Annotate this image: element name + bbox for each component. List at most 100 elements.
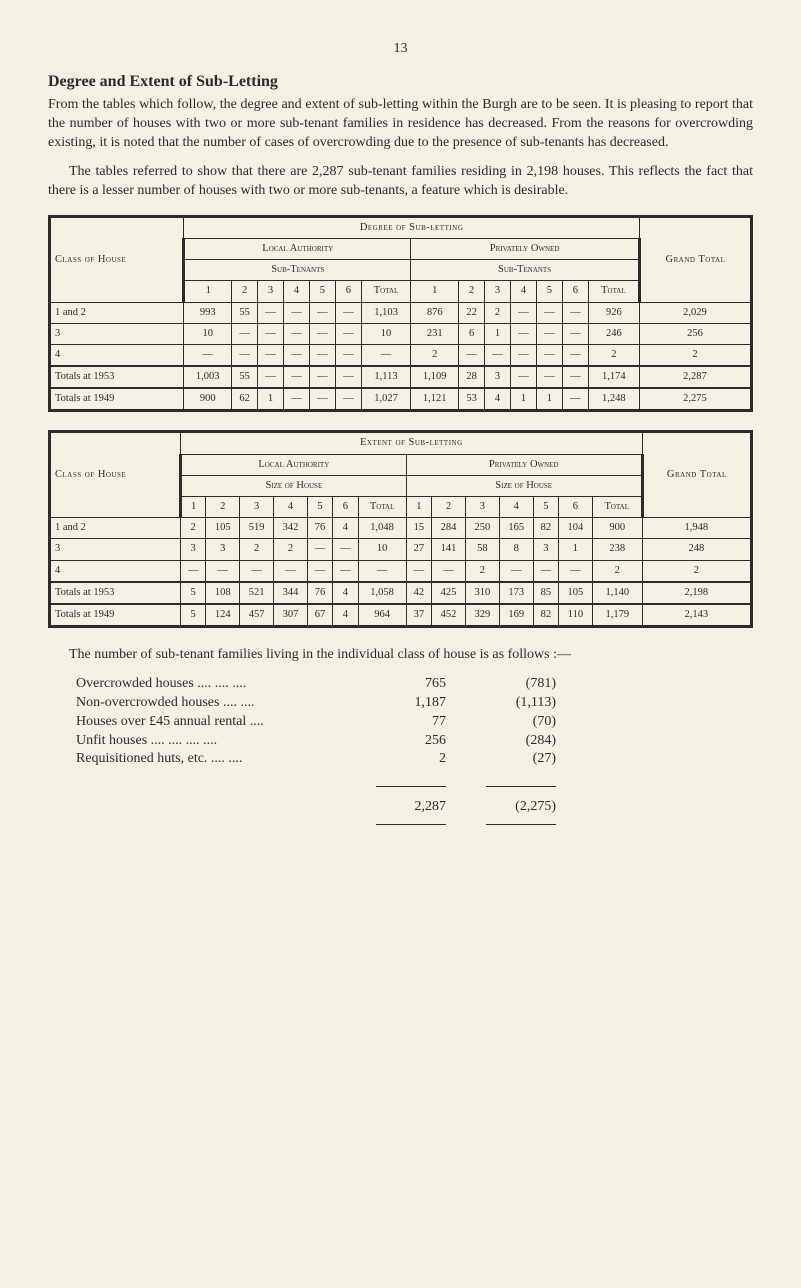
row-label: Totals at 1949 [50, 604, 181, 627]
row-label: 4 [50, 560, 181, 582]
cell: 4 [485, 388, 511, 411]
cell: — [562, 388, 588, 411]
cell: 246 [588, 323, 639, 344]
cell: 964 [358, 604, 406, 627]
col-head: 2 [232, 281, 258, 302]
table-row: 1 and 299355————1,103876222———9262,029 [50, 302, 752, 323]
cell: 900 [592, 518, 642, 539]
table-row: 33322——102714158831238248 [50, 539, 752, 560]
row-label: Totals at 1953 [50, 366, 184, 388]
cell: — [536, 302, 562, 323]
col-head: 2 [206, 497, 240, 518]
cell: — [562, 302, 588, 323]
table-row: Totals at 19531,00355————1,1131,109283——… [50, 366, 752, 388]
summary-total-v2: (2,275) [466, 798, 556, 817]
summary-value-current: 77 [356, 713, 466, 732]
cell: 6 [459, 323, 485, 344]
cell: 2 [588, 344, 639, 366]
cell: — [232, 344, 258, 366]
cell: 1,121 [411, 388, 459, 411]
col-head: 1 [180, 497, 205, 518]
cell: — [562, 366, 588, 388]
cell: 2 [592, 560, 642, 582]
cell: 8 [499, 539, 533, 560]
cell: 1,109 [411, 366, 459, 388]
cell: 37 [406, 604, 431, 627]
t2-rowhead: Class of House [50, 432, 181, 518]
cell: — [485, 344, 511, 366]
t2-grandtotal-head: Grand Total [642, 432, 751, 518]
t1-grandtotal-head: Grand Total [639, 216, 751, 302]
cell: 2 [411, 344, 459, 366]
table-degree-subletting: Class of House Degree of Sub-letting Gra… [48, 215, 753, 413]
table-row: 310—————1023161———246256 [50, 323, 752, 344]
paragraph-1-text: From the tables which follow, the degree… [48, 97, 753, 150]
table-row: 4—————————2———22 [50, 560, 752, 582]
cell: 2,029 [639, 302, 751, 323]
summary-intro: The number of sub-tenant families living… [48, 646, 753, 665]
cell: — [562, 323, 588, 344]
col-head: 4 [274, 497, 308, 518]
col-head: 6 [562, 281, 588, 302]
col-head: 4 [284, 281, 310, 302]
cell: 250 [465, 518, 499, 539]
cell: 1,103 [361, 302, 410, 323]
row-label: 4 [50, 344, 184, 366]
summary-label: Non-overcrowded houses .... .... [76, 694, 356, 713]
cell: 55 [232, 302, 258, 323]
cell: 108 [206, 582, 240, 604]
cell: 4 [333, 604, 358, 627]
cell: 238 [592, 539, 642, 560]
summary-value-current: 765 [356, 675, 466, 694]
col-head: Total [588, 281, 639, 302]
cell: 67 [307, 604, 332, 627]
cell: 1,058 [358, 582, 406, 604]
summary-row: Unfit houses .... .... .... ....256(284) [76, 732, 753, 751]
cell: — [335, 344, 361, 366]
row-label: Totals at 1953 [50, 582, 181, 604]
table-row: 1 and 221055193427641,048152842501658210… [50, 518, 752, 539]
cell: 1,003 [184, 366, 232, 388]
cell: — [511, 344, 537, 366]
cell: — [240, 560, 274, 582]
cell: — [361, 344, 410, 366]
cell: 457 [240, 604, 274, 627]
cell: 124 [206, 604, 240, 627]
col-head: 4 [511, 281, 537, 302]
summary-value-prev: (27) [466, 750, 556, 769]
cell: — [284, 388, 310, 411]
cell: — [180, 560, 205, 582]
cell: 4 [333, 518, 358, 539]
cell: 3 [180, 539, 205, 560]
cell: 165 [499, 518, 533, 539]
cell: — [432, 560, 466, 582]
summary-value-current: 2 [356, 750, 466, 769]
summary-row: Non-overcrowded houses .... ....1,187(1,… [76, 694, 753, 713]
cell: — [284, 302, 310, 323]
cell: 82 [533, 604, 558, 627]
cell: — [258, 344, 284, 366]
cell: 5 [180, 604, 205, 627]
cell: 82 [533, 518, 558, 539]
cell: 2 [465, 560, 499, 582]
cell: 1,113 [361, 366, 410, 388]
summary-label: Overcrowded houses .... .... .... [76, 675, 356, 694]
cell: 2 [485, 302, 511, 323]
col-head: 2 [432, 497, 466, 518]
cell: 4 [333, 582, 358, 604]
col-head: 3 [465, 497, 499, 518]
cell: 76 [307, 518, 332, 539]
summary-value-prev: (1,113) [466, 694, 556, 713]
summary-value-prev: (70) [466, 713, 556, 732]
summary-row: Houses over £45 annual rental ....77(70) [76, 713, 753, 732]
col-head: 5 [309, 281, 335, 302]
cell: 1 [258, 388, 284, 411]
cell: — [309, 344, 335, 366]
cell: — [335, 388, 361, 411]
cell: 105 [558, 582, 592, 604]
cell: 141 [432, 539, 466, 560]
summary-row: Requisitioned huts, etc. .... ....2(27) [76, 750, 753, 769]
cell: 2,275 [639, 388, 751, 411]
cell: — [335, 323, 361, 344]
cell: — [309, 366, 335, 388]
